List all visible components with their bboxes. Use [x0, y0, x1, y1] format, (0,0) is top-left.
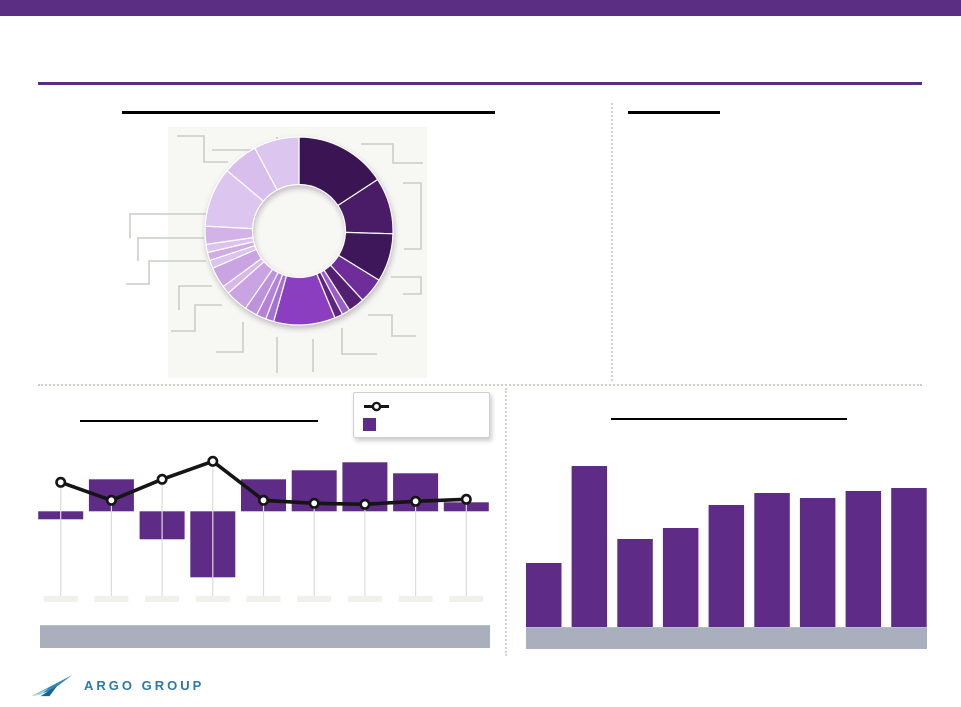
bar-series-swatch-icon — [363, 417, 376, 431]
title-divider-rule — [38, 82, 922, 85]
vertical-dotted-divider-top — [611, 103, 613, 381]
argo-group-logo: ARGO GROUP — [30, 672, 204, 699]
combo-chart — [38, 455, 489, 602]
bar-chart-title-underline — [611, 418, 847, 420]
bar-chart-axis-strip — [526, 627, 927, 649]
argo-logo-text: ARGO GROUP — [84, 678, 205, 693]
horizontal-dotted-divider — [38, 384, 922, 386]
legend-item-line — [363, 399, 480, 413]
donut-section-title-underline — [122, 111, 495, 114]
combo-chart-axis-strip — [40, 625, 490, 648]
legend-item-bar — [363, 417, 480, 431]
top-right-section-title-underline — [628, 111, 720, 114]
top-accent-bar — [0, 0, 961, 16]
argo-logo-icon — [31, 674, 73, 697]
line-series-marker-icon — [364, 401, 389, 411]
slide-title — [40, 30, 920, 76]
donut-chart — [126, 135, 423, 373]
vertical-dotted-divider-bottom — [505, 388, 507, 656]
combo-chart-title-underline — [80, 420, 318, 422]
combo-chart-legend — [353, 392, 490, 438]
bar-chart — [526, 466, 927, 628]
